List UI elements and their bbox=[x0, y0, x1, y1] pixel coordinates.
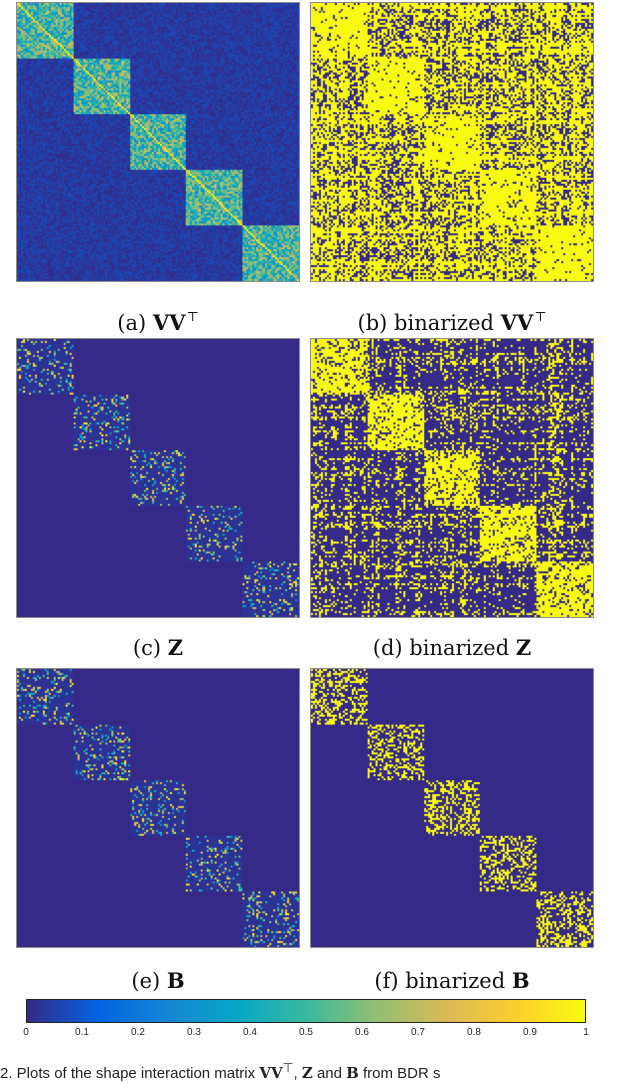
heatmap-panel-a bbox=[16, 2, 300, 282]
caption-a-sup: ⊤ bbox=[186, 310, 199, 325]
caption-f: (f) binarized B bbox=[310, 968, 594, 994]
colorbar-tick-label: 1 bbox=[583, 1027, 589, 1038]
heatmap-panel-f bbox=[310, 668, 594, 948]
heatmap-canvas-e bbox=[17, 669, 299, 947]
heatmap-canvas-b bbox=[311, 3, 593, 281]
figure-caption-math-2: Z bbox=[301, 1064, 313, 1082]
caption-c: (c) Z bbox=[16, 635, 300, 661]
caption-f-math: B bbox=[511, 968, 530, 993]
colorbar-tick-label: 0.4 bbox=[243, 1027, 257, 1038]
colorbar-tick-label: 0.7 bbox=[411, 1027, 425, 1038]
figure-caption-text-1: 2. Plots of the shape interaction matrix bbox=[0, 1065, 260, 1082]
colorbar-tick-label: 0.2 bbox=[131, 1027, 145, 1038]
figure-caption-text-3: and bbox=[312, 1065, 347, 1082]
colorbar-tick-label: 0.3 bbox=[187, 1027, 201, 1038]
caption-b: (b) binarized VV⊤ bbox=[310, 305, 594, 336]
caption-b-sup: ⊤ bbox=[534, 310, 547, 325]
caption-c-math: Z bbox=[167, 635, 184, 660]
caption-a-prefix: (a) bbox=[117, 311, 153, 335]
figure-caption-text-2: , bbox=[293, 1065, 302, 1082]
figure-caption-math-1: VV bbox=[259, 1064, 283, 1082]
caption-e-prefix: (e) bbox=[131, 969, 167, 993]
figure-caption-sup-1: ⊤ bbox=[282, 1061, 294, 1075]
heatmap-canvas-f bbox=[311, 669, 593, 947]
colorbar-tick-label: 0 bbox=[23, 1027, 29, 1038]
caption-a: (a) VV⊤ bbox=[16, 305, 300, 336]
colorbar bbox=[26, 999, 586, 1023]
heatmap-canvas-c bbox=[17, 339, 299, 617]
caption-d-math: Z bbox=[515, 635, 532, 660]
caption-b-prefix: (b) binarized bbox=[357, 311, 501, 335]
heatmap-panel-e bbox=[16, 668, 300, 948]
colorbar-tick-label: 0.5 bbox=[299, 1027, 313, 1038]
colorbar-tick-label: 0.6 bbox=[355, 1027, 369, 1038]
caption-c-prefix: (c) bbox=[132, 636, 168, 660]
colorbar-tick-label: 0.8 bbox=[467, 1027, 481, 1038]
heatmap-panel-d bbox=[310, 338, 594, 618]
heatmap-panel-c bbox=[16, 338, 300, 618]
caption-e: (e) B bbox=[16, 968, 300, 994]
figure-caption-math-3: B bbox=[346, 1064, 359, 1082]
heatmap-canvas-d bbox=[311, 339, 593, 617]
caption-f-prefix: (f) binarized bbox=[374, 969, 512, 993]
caption-d: (d) binarized Z bbox=[310, 635, 594, 661]
caption-d-prefix: (d) binarized bbox=[372, 636, 516, 660]
caption-b-math: VV bbox=[500, 310, 534, 335]
colorbar-tick-label: 0.9 bbox=[523, 1027, 537, 1038]
figure-caption: 2. Plots of the shape interaction matrix… bbox=[0, 1060, 626, 1084]
caption-a-math: VV bbox=[152, 310, 186, 335]
heatmap-panel-b bbox=[310, 2, 594, 282]
caption-e-math: B bbox=[166, 968, 185, 993]
heatmap-canvas-a bbox=[17, 3, 299, 281]
colorbar-tick-label: 0.1 bbox=[75, 1027, 89, 1038]
figure-caption-text-4: from BDR s bbox=[358, 1065, 441, 1082]
